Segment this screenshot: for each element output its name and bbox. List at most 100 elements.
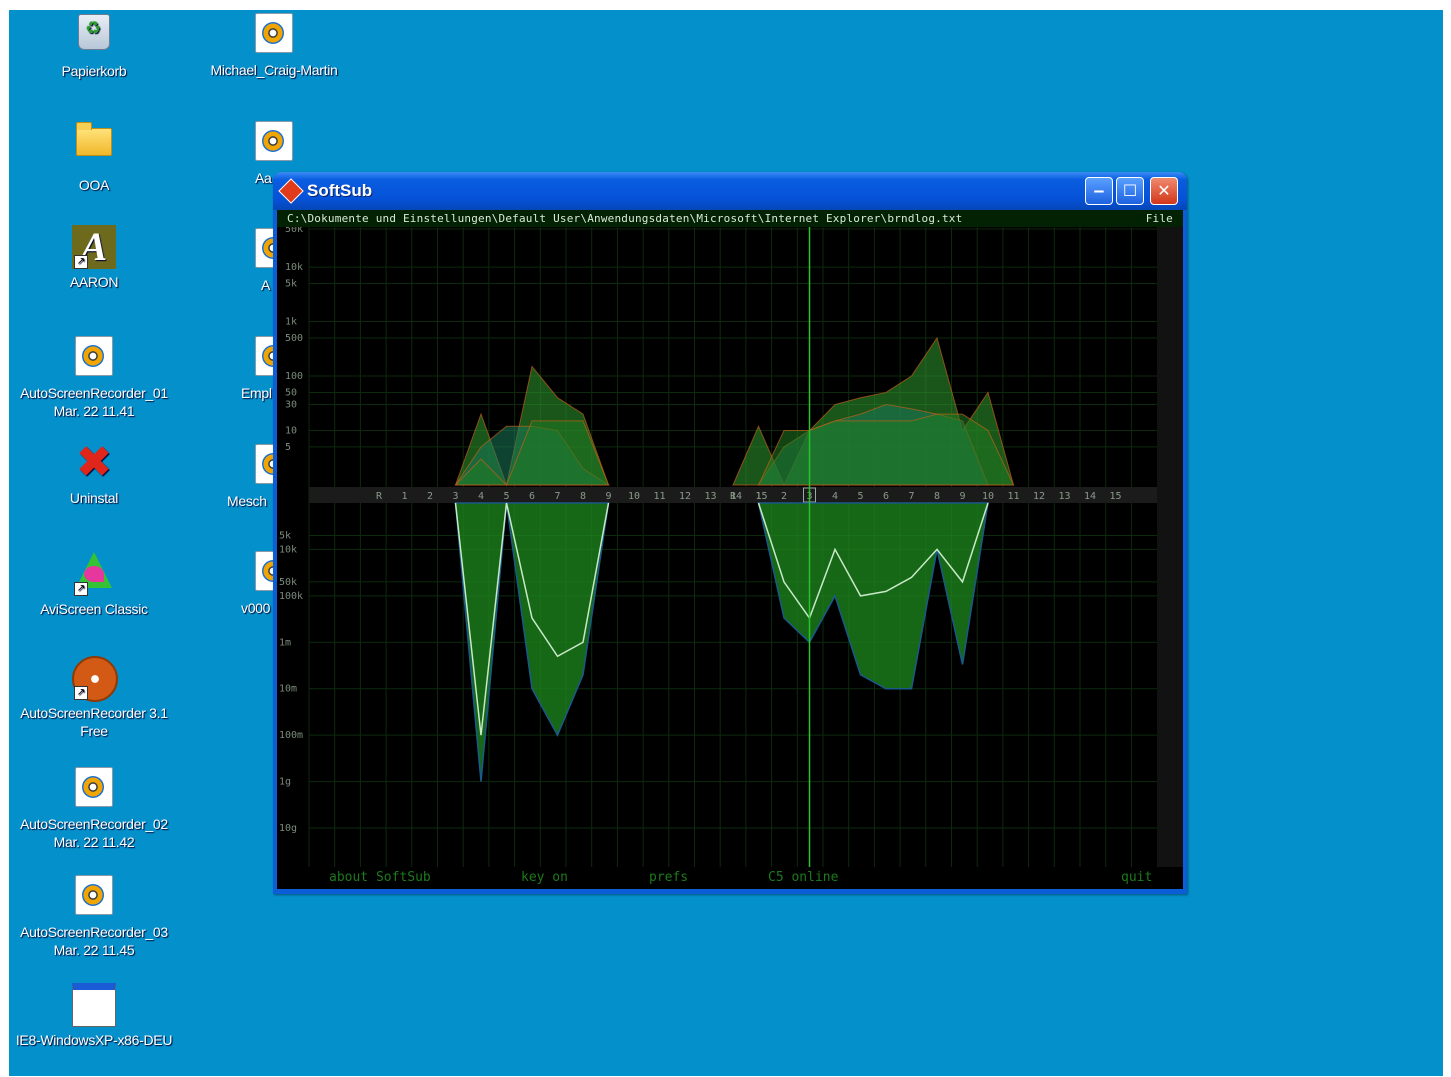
channel-axis-band bbox=[309, 487, 1157, 503]
key-on-button[interactable]: key on bbox=[521, 870, 568, 885]
icon-label: Mesch bbox=[227, 493, 267, 509]
lower-axis-tick-label: 5k bbox=[279, 530, 291, 541]
desktop-icon-aa[interactable]: Aa bbox=[184, 118, 364, 187]
upper-series-area bbox=[454, 420, 610, 486]
channel-label: 7 bbox=[908, 491, 914, 502]
icon-label: AutoScreenRecorder_03 Mar. 22 11.45 bbox=[20, 924, 168, 958]
file-path: C:\Dokumente und Einstellungen\Default U… bbox=[287, 212, 963, 225]
channel-label: 8 bbox=[934, 491, 940, 502]
channel-label: 6 bbox=[529, 491, 535, 502]
upper-axis-tick-label: 100 bbox=[285, 371, 303, 382]
status-online: C5 online bbox=[768, 870, 839, 885]
file-menu[interactable]: File bbox=[1145, 212, 1173, 225]
about-softsub-button[interactable]: about SoftSub bbox=[329, 870, 431, 885]
channel-label: R bbox=[376, 491, 383, 502]
channel-label: 12 bbox=[679, 491, 691, 502]
desktop-icon-autoscreenrecorder-01[interactable]: AutoScreenRecorder_01 Mar. 22 11.41 bbox=[9, 333, 184, 420]
icon-label: Uninstal bbox=[69, 490, 119, 506]
desktop-icon-michael-craig-martin[interactable]: Michael_Craig-Martin bbox=[184, 10, 364, 79]
channel-label: R bbox=[730, 491, 737, 502]
channel-label: 2 bbox=[427, 491, 433, 502]
desktop-icon-ie8-installer[interactable]: IE8-WindowsXP-x86-DEU bbox=[9, 979, 184, 1049]
shortcut-arrow-icon: ↗ bbox=[74, 582, 88, 596]
quit-button[interactable]: quit bbox=[1121, 870, 1153, 885]
media-file-icon bbox=[255, 13, 293, 53]
lower-series-area bbox=[757, 502, 989, 690]
minimize-button[interactable]: ‒ bbox=[1085, 177, 1113, 205]
upper-axis-tick-label: 30 bbox=[285, 400, 297, 411]
media-file-icon bbox=[255, 121, 293, 161]
media-file-icon bbox=[75, 875, 113, 915]
upper-axis-tick-label: 5 bbox=[285, 442, 291, 453]
icon-label: AARON bbox=[69, 274, 119, 290]
channel-label: 11 bbox=[1007, 491, 1019, 502]
channel-label: 14 bbox=[730, 491, 742, 502]
channel-label: 12 bbox=[1033, 491, 1045, 502]
icon-label: Aa bbox=[255, 170, 272, 186]
icon-label: A bbox=[261, 277, 271, 293]
media-file-icon bbox=[75, 336, 113, 376]
desktop-icon-ooa[interactable]: OOA bbox=[9, 118, 184, 194]
application-icon bbox=[72, 983, 116, 1027]
channel-label: 8 bbox=[580, 491, 586, 502]
icon-label: IE8-WindowsXP-x86-DEU bbox=[15, 1032, 173, 1048]
channel-label: 10 bbox=[628, 491, 640, 502]
channel-label: 2 bbox=[781, 491, 787, 502]
channel-label: 15 bbox=[755, 491, 767, 502]
icon-label: AviScreen Classic bbox=[40, 601, 148, 617]
channel-label: 14 bbox=[1084, 491, 1096, 502]
upper-axis-tick-label: 5k bbox=[285, 278, 297, 289]
chart-background bbox=[277, 227, 1183, 867]
lower-axis-tick-label: 50k bbox=[279, 577, 297, 588]
icon-label: Michael_Craig-Martin bbox=[210, 62, 338, 78]
desktop-icon-aviscreen-classic[interactable]: ↗ AviScreen Classic bbox=[9, 548, 184, 618]
channel-label: 1 bbox=[401, 491, 407, 502]
channel-label: 4 bbox=[478, 491, 484, 502]
channel-label: 9 bbox=[959, 491, 965, 502]
media-file-icon bbox=[75, 767, 113, 807]
icon-label: Papierkorb bbox=[61, 63, 127, 79]
desktop-icon-aaron[interactable]: A ↗ AARON bbox=[9, 225, 184, 291]
uninstall-icon: ✖ bbox=[75, 437, 113, 488]
icon-label: Empl bbox=[241, 385, 272, 401]
upper-axis-tick-label: 500 bbox=[285, 333, 303, 344]
icon-label: OOA bbox=[78, 177, 110, 193]
lower-series-line bbox=[757, 502, 989, 620]
window-title: SoftSub bbox=[307, 181, 373, 200]
lower-series-area bbox=[454, 502, 610, 782]
lower-axis-tick-label: 10k bbox=[279, 544, 297, 555]
upper-axis-tick-label: 1k bbox=[285, 317, 297, 328]
channel-label: 3 bbox=[452, 491, 458, 502]
channel-label: 11 bbox=[653, 491, 665, 502]
shortcut-arrow-icon: ↗ bbox=[74, 255, 88, 269]
chart-right-margin bbox=[1157, 227, 1183, 867]
desktop-icon-uninstal[interactable]: ✖ Uninstal bbox=[9, 441, 184, 507]
softsub-client-area: C:\Dokumente und Einstellungen\Default U… bbox=[277, 210, 1183, 889]
lower-axis-tick-label: 1m bbox=[279, 637, 291, 648]
desktop-icon-autoscreenrecorder-03[interactable]: AutoScreenRecorder_03 Mar. 22 11.45 bbox=[9, 872, 184, 959]
channel-label: 9 bbox=[605, 491, 611, 502]
channel-label: 1 bbox=[755, 491, 761, 502]
close-button[interactable]: ✕ bbox=[1150, 177, 1178, 205]
prefs-button[interactable]: prefs bbox=[649, 870, 689, 885]
desktop-icon-autoscreenrecorder-02[interactable]: AutoScreenRecorder_02 Mar. 22 11.42 bbox=[9, 764, 184, 851]
desktop-icon-autoscreenrecorder-free[interactable]: ↗ AutoScreenRecorder 3.1 Free bbox=[9, 656, 184, 740]
channel-label: 15 bbox=[1109, 491, 1121, 502]
upper-axis-tick-label: 50k bbox=[285, 227, 303, 235]
icon-label: AutoScreenRecorder 3.1 Free bbox=[20, 705, 168, 739]
folder-icon bbox=[76, 122, 112, 156]
channel-label: 4 bbox=[832, 491, 838, 502]
lower-series-line bbox=[454, 502, 610, 736]
title-bar[interactable]: SoftSub ‒ ☐ ✕ bbox=[273, 172, 1187, 210]
desktop-icon-papierkorb[interactable]: Papierkorb bbox=[9, 10, 184, 80]
upper-axis-tick-label: 10 bbox=[285, 426, 297, 437]
softsub-window: SoftSub ‒ ☐ ✕ C:\Dokumente und Einstellu… bbox=[273, 172, 1187, 894]
maximize-button[interactable]: ☐ bbox=[1116, 177, 1144, 205]
softsub-chart[interactable]: 50k 10k 5k 1k 500 100 50 30 10 5 5k 10k 50k 100k 1m 10m… bbox=[277, 227, 1183, 867]
channel-label: 10 bbox=[982, 491, 994, 502]
icon-label: AutoScreenRecorder_01 Mar. 22 11.41 bbox=[20, 385, 168, 419]
shortcut-arrow-icon: ↗ bbox=[74, 686, 88, 700]
bottom-bar: about SoftSub key on prefs C5 online qui… bbox=[277, 867, 1183, 889]
softsub-app-icon[interactable] bbox=[278, 178, 304, 204]
channel-label: 13 bbox=[704, 491, 716, 502]
